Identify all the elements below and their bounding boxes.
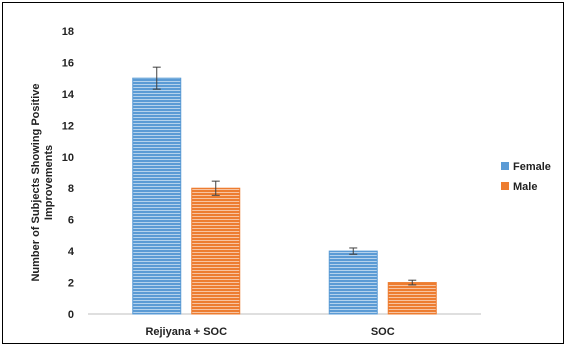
- y-tick-label-4: 4: [68, 246, 75, 258]
- error-bar-male-rejiyana-soc: [211, 180, 220, 196]
- y-tick-label-8: 8: [68, 183, 74, 195]
- bar-male-rejiyana-soc: [191, 187, 241, 315]
- y-tick-label-16: 16: [62, 57, 74, 69]
- category-labels: Rejiyana + SOC SOC: [145, 326, 394, 338]
- y-axis-title-line-1: Number of Subjects Showing Positive: [30, 83, 42, 281]
- bar-female-soc: [328, 250, 378, 315]
- y-tick-label-0: 0: [68, 309, 74, 321]
- error-bar-female-rejiyana-soc: [152, 66, 161, 90]
- x-tick-label-rejiyana-soc: Rejiyana + SOC: [145, 326, 227, 338]
- x-tick-label-soc: SOC: [371, 326, 395, 338]
- bars: [132, 66, 437, 315]
- error-bar-female-soc: [349, 247, 358, 255]
- error-bar-male-soc: [408, 279, 417, 286]
- y-tick-label-18: 18: [62, 26, 74, 38]
- bar-male-soc: [387, 282, 437, 315]
- y-tick-label-6: 6: [68, 215, 74, 227]
- y-tick-label-2: 2: [68, 278, 74, 290]
- chart-frame: Number of Subjects Showing Positive Impro…: [2, 2, 564, 344]
- legend-swatch-female: [501, 162, 509, 170]
- legend-label-female: Female: [513, 161, 551, 173]
- bar-female-rejiyana-soc: [132, 77, 182, 315]
- y-axis-title: Number of Subjects Showing Positive Impro…: [30, 83, 55, 281]
- y-tick-label-14: 14: [62, 89, 75, 101]
- legend: Female Male: [501, 161, 551, 193]
- bar-chart: Number of Subjects Showing Positive Impro…: [30, 26, 551, 338]
- y-axis-ticks: 0 2 4 6 8 10 12 14 16 18: [62, 26, 75, 321]
- y-tick-label-10: 10: [62, 152, 74, 164]
- legend-label-male: Male: [513, 181, 537, 193]
- y-tick-label-12: 12: [62, 120, 74, 132]
- y-axis-title-line-2: Improvements: [43, 145, 55, 220]
- legend-swatch-male: [501, 182, 509, 190]
